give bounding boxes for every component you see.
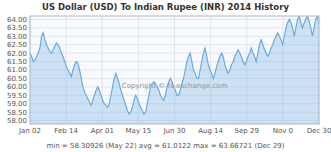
plot-group xyxy=(30,16,319,124)
x-tick-label: Jan 02 xyxy=(18,127,41,135)
line xyxy=(30,16,319,114)
y-tick-label: 59.50 xyxy=(7,92,27,100)
y-tick-label: 61.00 xyxy=(7,66,27,74)
x-tick-label: May 15 xyxy=(126,127,152,135)
x-tick-label: Apr 01 xyxy=(91,127,114,135)
watermark: Copyright © fs-exchange.com xyxy=(122,82,228,90)
x-tick-label: Sep 29 xyxy=(235,127,259,135)
x-tick-label: Feb 14 xyxy=(54,127,78,135)
area xyxy=(30,16,319,124)
y-tick-label: 59.00 xyxy=(7,100,27,108)
plot-frame xyxy=(30,16,319,124)
y-tick-label: 61.50 xyxy=(7,58,27,66)
footer: min = 58.30926 (May 22) avg = 61.0122 ma… xyxy=(46,142,284,150)
y-tick-label: 60.50 xyxy=(7,75,27,83)
y-tick-label: 62.50 xyxy=(7,41,27,49)
y-tick-label: 64.00 xyxy=(7,16,27,24)
y-tick-label: 63.50 xyxy=(7,24,27,32)
x-tick-label: Dec 30 xyxy=(307,127,331,135)
y-tick-label: 58.00 xyxy=(7,117,27,125)
plot-area xyxy=(30,16,319,124)
x-tick-label: Jun 30 xyxy=(162,127,185,135)
y-tick-label: 62.00 xyxy=(7,50,27,58)
x-tick-label: Nov 0 xyxy=(273,127,293,135)
y-tick-label: 60.00 xyxy=(7,83,27,91)
title: US Dollar (USD) To Indian Rupee (INR) 20… xyxy=(42,2,289,12)
y-tick-label: 58.50 xyxy=(7,109,27,117)
x-tick-label: Aug 14 xyxy=(198,127,223,135)
y-tick-label: 63.00 xyxy=(7,33,27,41)
